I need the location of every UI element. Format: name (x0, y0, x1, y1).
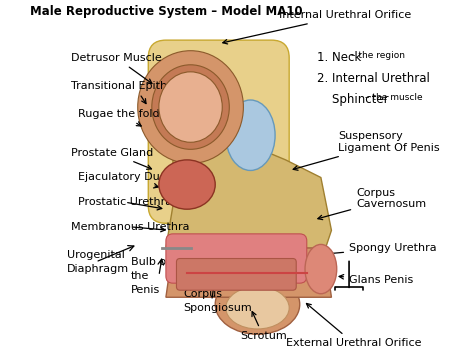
Text: Urogenital: Urogenital (67, 250, 125, 260)
Ellipse shape (226, 100, 275, 170)
Text: – the region: – the region (351, 51, 405, 60)
FancyBboxPatch shape (148, 40, 289, 223)
Text: Spongiosum: Spongiosum (183, 303, 252, 313)
Text: Sphincter: Sphincter (318, 93, 389, 106)
Text: Male Reproductive System – Model MA10: Male Reproductive System – Model MA10 (29, 5, 302, 18)
Text: Rugae the folds: Rugae the folds (78, 109, 165, 126)
Text: Spongy Urethra: Spongy Urethra (318, 243, 437, 256)
Text: Diaphragm: Diaphragm (67, 264, 129, 274)
Ellipse shape (215, 274, 300, 334)
Text: 2. Internal Urethral: 2. Internal Urethral (318, 72, 430, 85)
Text: Detrusor Muscle: Detrusor Muscle (71, 53, 162, 83)
Text: Corpus
Cavernosum: Corpus Cavernosum (318, 188, 426, 220)
Text: Bulb of: Bulb of (131, 257, 170, 267)
Text: External Urethral Orifice: External Urethral Orifice (286, 304, 421, 348)
Text: – the muscle: – the muscle (365, 93, 422, 102)
Text: Transitional Epithelium: Transitional Epithelium (71, 81, 198, 104)
Polygon shape (166, 142, 331, 283)
Text: Scrotum: Scrotum (240, 312, 287, 341)
Ellipse shape (152, 65, 229, 149)
FancyBboxPatch shape (166, 234, 307, 283)
Text: Penis: Penis (131, 285, 160, 295)
Ellipse shape (138, 51, 243, 163)
Text: Ejaculatory Duct: Ejaculatory Duct (78, 173, 170, 188)
Ellipse shape (159, 160, 215, 209)
Text: Glans Penis: Glans Penis (339, 274, 413, 285)
Ellipse shape (226, 287, 289, 329)
Text: Corpus: Corpus (183, 289, 222, 299)
Text: the: the (131, 271, 149, 281)
Text: Internal Urethral Orifice: Internal Urethral Orifice (223, 11, 411, 44)
Ellipse shape (159, 72, 222, 142)
Text: Prostate Gland: Prostate Gland (71, 148, 153, 169)
Ellipse shape (305, 245, 337, 294)
Text: 1. Neck: 1. Neck (318, 51, 362, 64)
Polygon shape (166, 248, 331, 297)
Text: Prostatic Urethra: Prostatic Urethra (78, 197, 172, 210)
Text: Membranous Urethra: Membranous Urethra (71, 222, 189, 232)
Text: Suspensory
Ligament Of Penis: Suspensory Ligament Of Penis (293, 131, 440, 170)
FancyBboxPatch shape (176, 258, 296, 290)
